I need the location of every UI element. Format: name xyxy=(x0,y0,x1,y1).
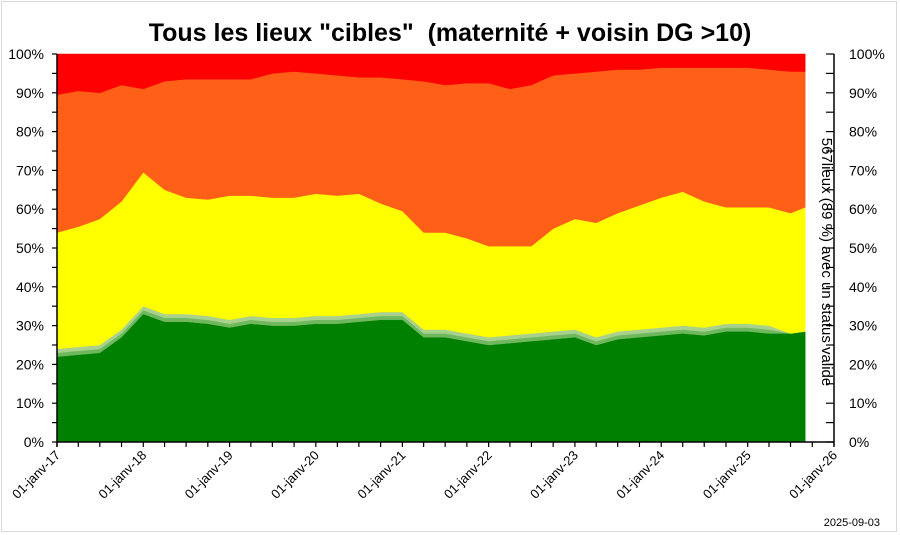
left-tick-label: 0% xyxy=(24,434,44,450)
right-tick-label: 40% xyxy=(849,279,877,295)
right-axis-label: 567lieux (89 %) avec un status valide xyxy=(818,138,835,386)
x-tick-label: 01-janv-24 xyxy=(613,448,667,502)
x-tick-label: 01-janv-25 xyxy=(700,448,754,502)
footer-date: 2025-09-03 xyxy=(824,517,880,529)
x-tick-label: 01-janv-26 xyxy=(786,448,840,502)
right-tick-label: 80% xyxy=(849,124,877,140)
left-tick-label: 20% xyxy=(16,356,44,372)
x-tick-label: 01-janv-23 xyxy=(527,448,581,502)
right-tick-label: 90% xyxy=(849,85,877,101)
left-tick-label: 30% xyxy=(16,318,44,334)
left-tick-label: 40% xyxy=(16,279,44,295)
chart-title: Tous les lieux "cibles" (maternité + voi… xyxy=(149,19,752,47)
right-tick-label: 50% xyxy=(849,240,877,256)
area-series-5 xyxy=(56,53,806,95)
right-tick-label: 20% xyxy=(849,356,877,372)
left-tick-label: 70% xyxy=(16,162,44,178)
right-tick-label: 60% xyxy=(849,201,877,217)
left-tick-label: 100% xyxy=(8,46,44,62)
left-tick-label: 50% xyxy=(16,240,44,256)
right-tick-label: 70% xyxy=(849,162,877,178)
right-tick-label: 30% xyxy=(849,318,877,334)
x-tick-label: 01-janv-20 xyxy=(268,448,322,502)
right-tick-label: 10% xyxy=(849,395,877,411)
right-tick-label: 0% xyxy=(849,434,869,450)
x-tick-label: 01-janv-21 xyxy=(354,448,408,502)
x-tick-label: 01-janv-19 xyxy=(182,448,236,502)
x-tick-label: 01-janv-17 xyxy=(9,448,63,502)
x-tick-label: 01-janv-18 xyxy=(95,448,149,502)
areas xyxy=(56,53,806,443)
left-tick-label: 60% xyxy=(16,201,44,217)
left-tick-label: 90% xyxy=(16,85,44,101)
left-tick-label: 10% xyxy=(16,395,44,411)
right-tick-label: 100% xyxy=(849,46,885,62)
left-tick-label: 80% xyxy=(16,124,44,140)
x-tick-label: 01-janv-22 xyxy=(441,448,495,502)
